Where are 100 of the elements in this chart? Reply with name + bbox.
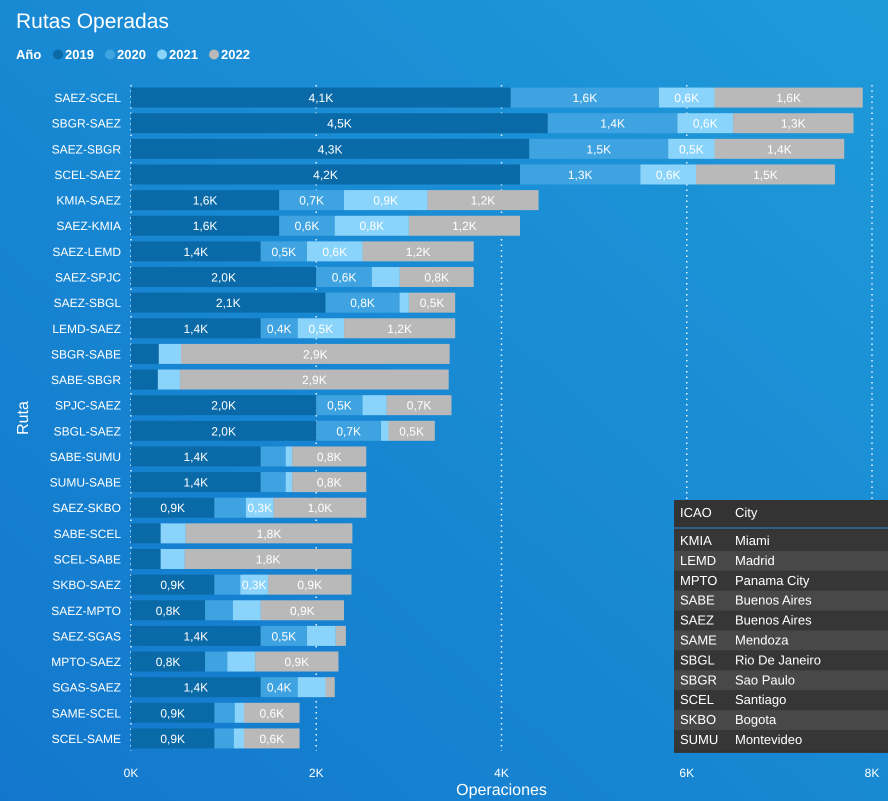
data-label: 0,7K xyxy=(336,424,362,438)
data-label: 2,9K xyxy=(302,347,328,362)
data-label: 1,4K xyxy=(183,244,208,259)
data-label: 0,8K xyxy=(316,476,342,490)
data-label: 1,3K xyxy=(780,116,806,131)
annotation: City xyxy=(735,505,758,520)
data-label: 1,8K xyxy=(256,552,280,566)
y-tick-label: SCEL-SAME xyxy=(52,732,121,746)
data-label: 0,8K xyxy=(350,296,375,310)
annotation: SAEZ xyxy=(680,612,714,628)
data-label: 0,7K xyxy=(299,194,324,208)
annotation: SBGR xyxy=(680,672,717,688)
data-label: 1,2K xyxy=(406,244,430,259)
annotation: Bogota xyxy=(735,712,777,728)
data-label: 1,8K xyxy=(256,526,282,541)
data-label: 0,6K xyxy=(322,244,348,259)
data-label: 0,8K xyxy=(316,450,342,464)
annotation: LEMD xyxy=(680,552,716,568)
annotation: Santiago xyxy=(735,692,786,708)
data-label: 0,9K xyxy=(160,732,186,746)
y-tick-label: SAEZ-SKBO xyxy=(52,501,121,516)
y-tick-label: SPJC-SAEZ xyxy=(54,398,121,413)
data-label: 4,5K xyxy=(327,116,352,131)
legend-label: 2020 xyxy=(117,47,146,62)
data-label: 2,1K xyxy=(216,296,241,310)
y-tick-label: SAEZ-SGAS xyxy=(52,629,121,644)
data-label: 0,3K xyxy=(247,501,272,516)
y-tick-label: SCEL-SABE xyxy=(54,552,121,566)
annotation: MPTO xyxy=(680,572,718,588)
x-tick-label: 8K xyxy=(864,766,880,780)
data-label: 0,9K xyxy=(373,194,398,208)
x-tick-label: 2K xyxy=(308,766,324,780)
y-tick-label: SGAS-SAEZ xyxy=(52,680,121,695)
annotation: Mendoza xyxy=(735,632,790,648)
x-tick-label: 6K xyxy=(679,766,694,780)
data-label: 1,5K xyxy=(586,142,612,156)
y-tick-label: SABE-SBGR xyxy=(50,373,122,388)
annotation: KMIA xyxy=(680,533,712,548)
data-label: 4,1K xyxy=(308,91,334,106)
data-label: 2,0K xyxy=(211,398,236,413)
legend-label: 2022 xyxy=(221,47,250,62)
data-label: 1,4K xyxy=(183,680,208,695)
annotation: SABE xyxy=(680,592,716,608)
annotation: Panama City xyxy=(735,572,810,588)
data-label: 0,7K xyxy=(406,398,432,413)
x-axis-title: Operaciones xyxy=(456,782,547,799)
data-label: 0,6K xyxy=(259,732,284,746)
data-label: 1,2K xyxy=(452,219,477,234)
data-label: 0,6K xyxy=(294,219,320,234)
y-tick-label: SAEZ-MPTO xyxy=(51,604,121,618)
legend-label: 2021 xyxy=(169,47,198,62)
data-label: 0,5K xyxy=(271,244,296,259)
data-label: 4,2K xyxy=(313,168,338,182)
y-tick-label: SAEZ-KMIA xyxy=(56,219,121,234)
y-tick-label: SAME-SCEL xyxy=(52,706,122,720)
data-label: 0,6K xyxy=(332,270,356,285)
data-label: 0,8K xyxy=(156,655,180,670)
annotation: SAME xyxy=(680,632,718,648)
legend-label: 2019 xyxy=(65,47,94,62)
data-label: 4,3K xyxy=(318,142,342,156)
y-tick-label: SAEZ-SBGR xyxy=(52,142,122,156)
legend-title: Año xyxy=(16,47,42,62)
data-label: 1,2K xyxy=(470,194,496,208)
data-label: 1,4K xyxy=(767,142,792,156)
y-tick-label: KMIA-SAEZ xyxy=(56,194,121,208)
data-label: 0,5K xyxy=(327,398,352,413)
y-tick-label: SBGR-SAEZ xyxy=(52,116,121,131)
data-label: 0,5K xyxy=(271,629,296,644)
data-label: 0,4K xyxy=(266,322,292,336)
data-label: 0,5K xyxy=(679,142,704,156)
data-label: 1,4K xyxy=(183,322,208,336)
data-label: 0,5K xyxy=(308,322,334,336)
data-label: 0,9K xyxy=(297,578,322,592)
data-label: 0,6K xyxy=(656,168,681,182)
annotation: SUMU xyxy=(680,732,718,747)
data-label: 2,0K xyxy=(211,424,236,438)
data-label: 0,9K xyxy=(284,655,310,670)
annotation: ICAO xyxy=(680,505,712,520)
y-tick-label: SABE-SUMU xyxy=(50,450,121,464)
y-tick-label: SBGL-SAEZ xyxy=(54,424,121,438)
data-label: 2,0K xyxy=(211,270,236,285)
annotation: SBGL xyxy=(680,652,715,668)
data-label: 0,4K xyxy=(266,680,292,695)
chart-title: Rutas Operadas xyxy=(16,10,169,33)
data-label: 0,6K xyxy=(674,91,700,106)
data-label: 1,4K xyxy=(183,476,208,490)
data-label: 0,5K xyxy=(399,424,424,438)
data-label: 0,9K xyxy=(160,706,186,720)
x-tick-label: 0K xyxy=(124,766,138,780)
y-tick-label: SAEZ-SBGL xyxy=(54,296,122,310)
y-tick-label: LEMD-SAEZ xyxy=(52,322,121,336)
data-label: 0,9K xyxy=(160,501,186,516)
data-label: 1,6K xyxy=(776,91,801,106)
y-tick-label: SCEL-SAEZ xyxy=(54,168,121,182)
data-label: 2,9K xyxy=(302,373,327,388)
y-tick-label: SKBO-SAEZ xyxy=(52,578,121,592)
data-label: 1,5K xyxy=(753,168,778,182)
data-label: 0,5K xyxy=(420,296,444,310)
data-label: 0,8K xyxy=(359,219,384,234)
annotation: Buenos Aires xyxy=(735,592,812,608)
